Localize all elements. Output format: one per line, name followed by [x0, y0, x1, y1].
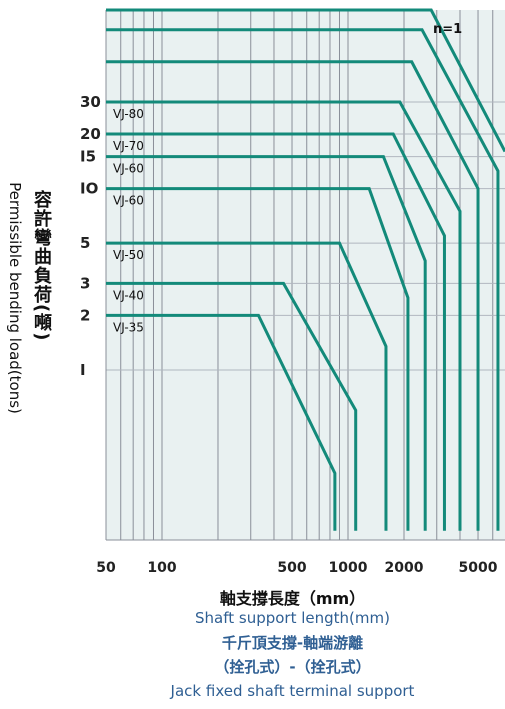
y-tick-label: 2: [80, 306, 90, 324]
series-label: VJ-50: [113, 248, 144, 262]
series-label: VJ-35: [113, 320, 144, 334]
x-axis-label-en: Shaft support length(mm): [195, 609, 390, 627]
series-label: VJ-70: [113, 139, 144, 153]
x-tick-label: 2000: [385, 560, 424, 576]
plot-area: [106, 10, 505, 540]
y-tick-label: 5: [80, 234, 90, 252]
y-tick-label: I: [80, 361, 86, 379]
x-tick-label: 1000: [329, 560, 368, 576]
y-tick-label: 30: [80, 93, 101, 111]
series-labels: VJ-35 VJ-40 VJ-50 VJ-60 VJ-60 VJ-70 VJ-80: [113, 107, 144, 334]
y-axis-label-zh: 容許彎曲負荷(噸): [31, 190, 52, 342]
series-line: [106, 155, 427, 531]
series-line: [106, 100, 462, 531]
series-line: [106, 313, 337, 531]
caption-zh-line-2: （拴孔式）-（拴孔式）: [214, 658, 371, 676]
series-line: [106, 187, 410, 531]
series-label: VJ-60: [113, 162, 144, 176]
caption-en: Jack fixed shaft terminal support: [170, 682, 415, 700]
series-label: VJ-40: [113, 288, 144, 302]
series-label: VJ-80: [113, 107, 144, 121]
y-tick-labels: I 2 3 5 IO I5 20 30: [80, 93, 101, 379]
y-tick-label: 20: [80, 125, 101, 143]
series-line: [106, 60, 480, 531]
series-line: [106, 281, 358, 531]
series-label: VJ-60: [113, 194, 144, 208]
x-tick-labels: 50 100 500 1000 2000 5000: [96, 560, 498, 576]
y-axis-label-en: Permissible bending load(tons): [6, 182, 24, 414]
series-group: [106, 8, 505, 531]
caption-zh-line-1: 千斤頂支撐-軸端游離: [221, 634, 364, 652]
y-tick-label: IO: [80, 180, 98, 198]
n-annotation: n=1: [433, 22, 462, 37]
series-line: [106, 132, 446, 531]
x-axis-label-zh: 軸支撐長度（mm）: [219, 589, 366, 608]
x-tick-label: 5000: [459, 560, 498, 576]
series-line: [106, 241, 388, 531]
series-line: [106, 28, 500, 531]
series-line: [106, 8, 505, 153]
y-axis-label-en-wrap: Permissible bending load(tons): [4, 118, 26, 478]
x-tick-label: 50: [96, 560, 116, 576]
x-tick-label: 100: [147, 560, 176, 576]
y-tick-label: I5: [80, 148, 96, 166]
x-tick-label: 500: [277, 560, 306, 576]
y-tick-label: 3: [80, 274, 90, 292]
